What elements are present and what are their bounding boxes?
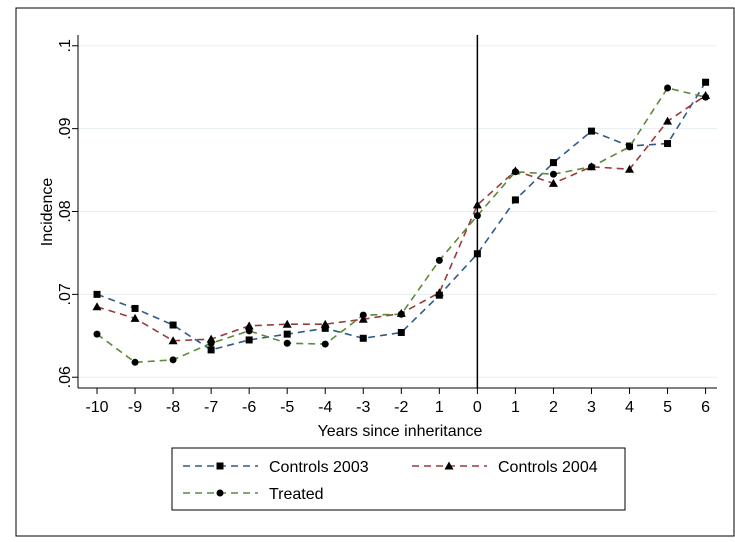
x-tick-label: 1	[435, 399, 444, 416]
marker	[702, 78, 710, 86]
x-tick-label: -10	[85, 399, 108, 416]
y-axis-title: Incidence	[39, 178, 56, 247]
y-tick-label: .1	[57, 39, 74, 52]
series-line	[96, 81, 707, 351]
x-tick-label: -5	[280, 399, 294, 416]
marker	[397, 328, 405, 336]
marker	[473, 212, 481, 220]
y-tick-label: .06	[57, 366, 74, 388]
legend-label: Controls 2004	[498, 459, 598, 476]
legend-box	[171, 447, 626, 511]
marker	[549, 170, 557, 178]
marker	[472, 200, 482, 209]
marker	[664, 140, 672, 148]
marker	[169, 321, 177, 329]
marker	[283, 330, 291, 338]
marker	[663, 116, 673, 125]
x-axis-title: Years since inheritance	[318, 423, 483, 440]
x-tick-label: 6	[701, 399, 710, 416]
marker	[358, 314, 368, 323]
marker	[283, 339, 291, 347]
marker	[93, 330, 101, 338]
marker	[169, 356, 177, 364]
marker	[320, 319, 330, 328]
marker	[130, 313, 140, 322]
x-tick-label: 2	[549, 399, 558, 416]
marker	[92, 302, 102, 311]
y-tick-label: .07	[57, 283, 74, 305]
marker	[359, 311, 367, 319]
marker	[93, 290, 101, 298]
x-tick-label: -7	[204, 399, 218, 416]
x-tick-label: -6	[242, 399, 256, 416]
marker	[664, 84, 672, 92]
marker	[282, 319, 292, 328]
marker	[626, 143, 634, 151]
marker	[131, 358, 139, 366]
x-tick-label: 0	[473, 399, 482, 416]
marker	[702, 93, 710, 101]
legend-label: Controls 2003	[269, 459, 369, 476]
marker	[548, 178, 558, 187]
x-tick-label: 1	[511, 399, 520, 416]
marker	[625, 164, 635, 173]
marker	[168, 336, 178, 345]
legend-label: Treated	[269, 486, 324, 503]
y-tick-label: .09	[57, 117, 74, 139]
marker	[245, 336, 253, 344]
x-tick-label: -9	[128, 399, 142, 416]
x-tick-label: -8	[166, 399, 180, 416]
marker	[207, 339, 215, 347]
marker	[434, 288, 444, 297]
marker	[321, 324, 329, 332]
x-tick-label: -4	[318, 399, 332, 416]
marker	[359, 334, 367, 342]
marker	[549, 159, 557, 167]
legend-marker	[216, 489, 224, 497]
marker	[511, 196, 519, 204]
marker	[245, 327, 253, 335]
marker	[587, 163, 595, 171]
marker	[131, 304, 139, 312]
marker	[321, 340, 329, 348]
y-tick-label: .08	[57, 200, 74, 222]
legend-marker	[216, 462, 224, 470]
marker	[587, 127, 595, 135]
x-tick-label: -2	[394, 399, 408, 416]
marker	[435, 256, 443, 264]
x-tick-label: 5	[663, 399, 672, 416]
marker	[397, 310, 405, 318]
marker	[511, 168, 519, 176]
marker	[473, 250, 481, 258]
marker	[244, 321, 254, 330]
x-tick-label: 4	[625, 399, 634, 416]
legend-marker	[444, 461, 454, 470]
x-tick-label: 3	[587, 399, 596, 416]
x-tick-label: -3	[356, 399, 370, 416]
marker	[207, 346, 215, 354]
